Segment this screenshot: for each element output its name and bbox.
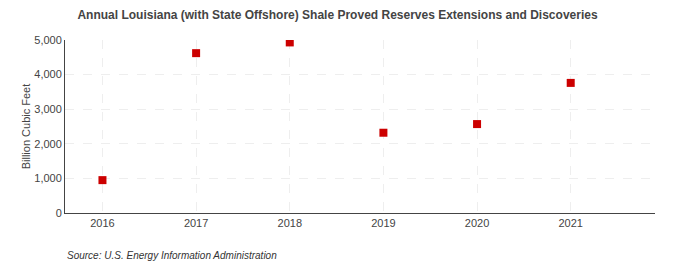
- svg-text:Source: U.S. Energy Informatio: Source: U.S. Energy Information Administ…: [67, 250, 277, 261]
- svg-text:2019: 2019: [371, 217, 395, 229]
- svg-text:2018: 2018: [278, 217, 302, 229]
- svg-text:2020: 2020: [465, 217, 489, 229]
- svg-text:Annual Louisiana (with State O: Annual Louisiana (with State Offshore) S…: [77, 8, 597, 22]
- svg-text:5,000: 5,000: [34, 34, 62, 46]
- svg-text:0: 0: [56, 207, 62, 219]
- svg-text:1,000: 1,000: [34, 172, 62, 184]
- svg-text:4,000: 4,000: [34, 68, 62, 80]
- svg-text:2016: 2016: [90, 217, 114, 229]
- svg-text:2017: 2017: [184, 217, 208, 229]
- svg-text:2021: 2021: [558, 217, 582, 229]
- svg-text:Billion Cubic Feet: Billion Cubic Feet: [20, 84, 32, 170]
- svg-text:2,000: 2,000: [34, 138, 62, 150]
- svg-text:3,000: 3,000: [34, 103, 62, 115]
